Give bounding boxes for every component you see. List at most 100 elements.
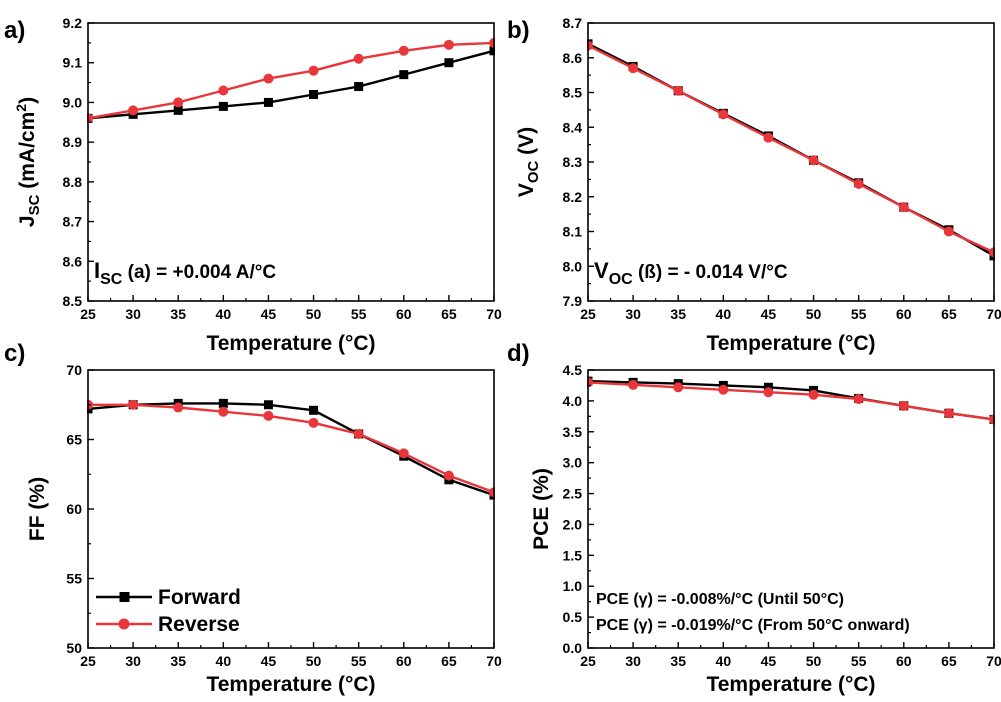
y-title-subscript: OC: [525, 160, 542, 183]
x-tick-label: 45: [761, 306, 777, 322]
x-tick-label: 65: [941, 653, 957, 669]
data-point-forward: [173, 105, 183, 115]
panel-1: a) 25 30 35 40 45 50 55 60 65 70 8.5 8.6 8.7 8.8 8.9 9.0…: [4, 15, 502, 355]
data-point-reverse: [898, 400, 909, 411]
x-tick-label: 65: [941, 306, 957, 322]
data-point-reverse: [218, 406, 229, 417]
data-point-reverse: [218, 85, 229, 96]
y-tick-label: 8.3: [563, 154, 583, 170]
x-tick-label: 40: [216, 653, 232, 669]
x-tick-label: 70: [486, 653, 502, 669]
x-tick-label: 25: [580, 653, 596, 669]
data-point-reverse: [353, 53, 364, 64]
legend-label-reverse: Reverse: [158, 613, 240, 636]
data-point-reverse: [853, 394, 864, 405]
data-point-reverse: [673, 382, 684, 393]
y-title-main: J: [16, 215, 39, 227]
data-point-forward: [354, 82, 364, 92]
x-tick-label: 45: [761, 653, 777, 669]
x-tick-label: 30: [625, 306, 641, 322]
annotation-rest: (a) = +0.004 A/°C: [122, 262, 276, 283]
y-tick-label: 9.1: [63, 55, 83, 71]
data-point-reverse: [898, 202, 909, 213]
data-point-reverse: [628, 63, 639, 74]
x-tick-label: 60: [396, 653, 412, 669]
y-tick-label: 8.1: [563, 224, 583, 240]
y-axis-title: VOC (V): [515, 127, 542, 197]
x-tick-label: 35: [170, 306, 186, 322]
y-tick-label: 50: [66, 640, 82, 656]
data-point-forward: [489, 46, 495, 56]
data-point-reverse: [263, 410, 274, 421]
axes-frame: [87, 369, 495, 649]
x-tick-label: 30: [625, 653, 641, 669]
x-axis-title: Temperature (°C): [206, 673, 375, 696]
series-line-forward: [87, 402, 495, 497]
data-point-reverse: [718, 384, 729, 395]
data-point-forward: [309, 89, 319, 99]
data-point-reverse: [718, 109, 729, 120]
y-tick-label: 1.5: [563, 547, 583, 563]
x-tick-label: 25: [80, 653, 96, 669]
annotation-main: I: [94, 258, 100, 283]
panel-letter: b): [507, 17, 530, 44]
x-tick-label: 35: [670, 306, 686, 322]
data-point-reverse: [763, 132, 774, 143]
x-tick-label: 60: [396, 306, 412, 322]
data-point-reverse: [398, 448, 409, 459]
y-axis-title: FF (%): [26, 477, 49, 541]
y-tick-label: 55: [66, 571, 82, 587]
y-tick-label: 8.6: [63, 253, 83, 269]
legend-marker-reverse: [118, 618, 130, 630]
y-title-end: ): [16, 97, 39, 104]
data-point-reverse: [398, 45, 409, 56]
x-tick-label: 40: [716, 653, 732, 669]
data-point-reverse: [443, 39, 454, 50]
series-line-reverse: [88, 403, 495, 494]
x-axis-title: Temperature (°C): [706, 673, 875, 696]
panel-3: c) 25 30 35 40 45 50 55 60 65 70 50 55 60 65 70 Temperat…: [4, 340, 502, 696]
data-point-reverse: [173, 97, 184, 108]
panel-4: d) 25 30 35 40 45 50 55 60 65 70 0.0 0.5 1.0 1.5 2.0 2.5…: [507, 340, 1001, 696]
data-point-reverse: [943, 226, 954, 237]
data-point-forward: [399, 70, 409, 80]
y-tick-label: 65: [66, 432, 82, 448]
y-axis-title: PCE (%): [530, 468, 553, 550]
y-tick-label: 60: [66, 501, 82, 517]
data-point-reverse: [308, 65, 319, 76]
data-point-reverse: [628, 379, 639, 390]
x-tick-label: 40: [716, 306, 732, 322]
axes-frame: [87, 22, 495, 302]
x-tick-label: 55: [351, 306, 367, 322]
x-tick-label: 65: [441, 306, 457, 322]
plot-area: [87, 37, 495, 124]
x-tick-label: 55: [851, 653, 867, 669]
y-tick-label: 0.0: [563, 640, 583, 656]
x-tick-label: 25: [580, 306, 596, 322]
data-point-reverse: [128, 399, 139, 410]
y-tick-label: 0.5: [563, 609, 583, 625]
y-tick-label: 9.0: [63, 94, 83, 110]
x-tick-label: 50: [806, 306, 822, 322]
y-title-rest: (mA/cm: [16, 112, 39, 195]
series-line-reverse: [87, 41, 495, 120]
y-title-main: FF (%): [26, 477, 49, 541]
y-tick-label: 4.0: [563, 393, 583, 409]
x-tick-label: 40: [216, 306, 232, 322]
y-tick-label: 2.0: [563, 516, 583, 532]
x-tick-label: 30: [125, 306, 141, 322]
data-point-forward: [218, 398, 228, 408]
panel-letter: d): [507, 340, 530, 367]
y-tick-label: 9.2: [63, 15, 83, 31]
x-tick-label: 70: [486, 306, 502, 322]
axes-frame: [587, 22, 995, 302]
data-point-reverse: [943, 408, 954, 419]
data-point-reverse: [853, 178, 864, 189]
y-title-rest: (V): [515, 127, 538, 161]
data-point-forward: [218, 101, 228, 111]
y-tick-label: 3.5: [563, 424, 583, 440]
data-point-reverse: [353, 428, 364, 439]
data-point-reverse: [673, 85, 684, 96]
data-point-reverse: [128, 105, 139, 116]
